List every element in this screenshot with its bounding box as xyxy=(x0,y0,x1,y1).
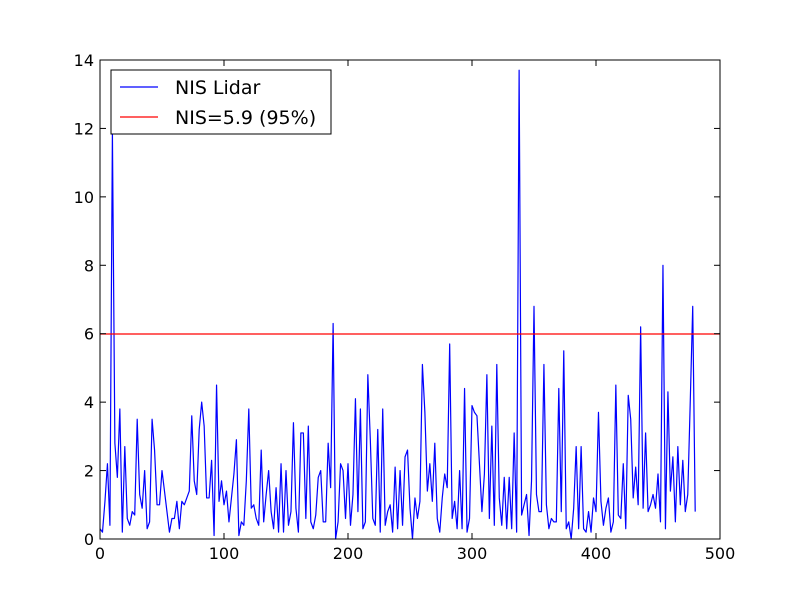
plot-area xyxy=(99,59,721,540)
y-tick-label: 10 xyxy=(74,188,94,207)
x-tick-label: 0 xyxy=(95,544,105,563)
y-tick-label: 0 xyxy=(84,530,94,549)
series-line-nis-lidar xyxy=(99,69,696,540)
y-tick-label: 12 xyxy=(74,119,94,138)
legend-label-nis-threshold: NIS=5.9 (95%) xyxy=(175,107,316,129)
series-layer xyxy=(99,69,720,540)
x-tick-label: 100 xyxy=(209,544,240,563)
x-tick-label: 400 xyxy=(581,544,612,563)
axes-frame xyxy=(99,59,721,540)
x-tick-label: 500 xyxy=(705,544,736,563)
legend: NIS Lidar NIS=5.9 (95%) xyxy=(110,69,332,135)
y-tick-label: 14 xyxy=(74,51,94,70)
y-tick-label: 8 xyxy=(84,256,94,275)
legend-label-nis-lidar: NIS Lidar xyxy=(175,77,260,99)
y-tick-label: 2 xyxy=(84,462,94,481)
ticks-layer: 0 100 200 300 400 500 0 2 4 6 8 10 12 14 xyxy=(74,51,736,563)
legend-box xyxy=(110,69,332,135)
x-tick-label: 300 xyxy=(457,544,488,563)
x-tick-label: 200 xyxy=(333,544,364,563)
y-tick-label: 6 xyxy=(84,325,94,344)
y-tick-label: 4 xyxy=(84,393,94,412)
